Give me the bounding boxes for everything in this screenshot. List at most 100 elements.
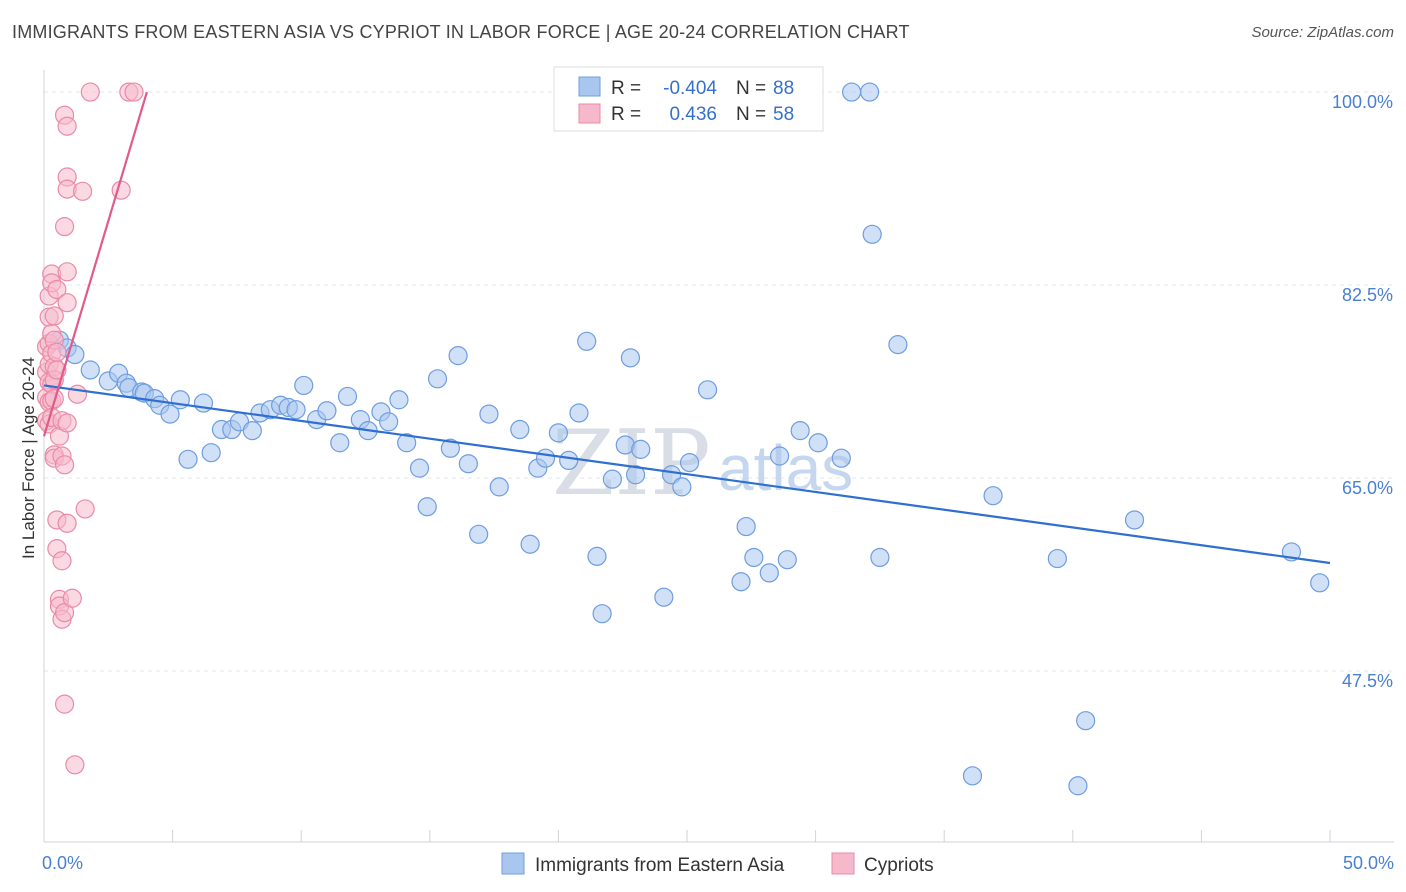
point-immigrants bbox=[744, 547, 764, 568]
legend-n-value: 58 bbox=[773, 104, 794, 125]
point-immigrants bbox=[458, 454, 478, 474]
point-cypriots bbox=[65, 755, 85, 775]
point-immigrants bbox=[1068, 776, 1088, 796]
point-immigrants bbox=[417, 497, 437, 517]
y-tick-label: 82.5% bbox=[1342, 285, 1393, 305]
point-immigrants bbox=[548, 423, 569, 443]
point-cypriots bbox=[124, 82, 144, 102]
point-immigrants bbox=[790, 421, 810, 441]
point-immigrants bbox=[520, 534, 540, 554]
legend-swatch-blue bbox=[578, 76, 601, 97]
series-immigrants-eastern-asia bbox=[49, 82, 1330, 796]
point-immigrants bbox=[625, 465, 646, 485]
point-immigrants bbox=[1310, 573, 1330, 593]
series-cypriots bbox=[36, 82, 144, 775]
point-immigrants bbox=[777, 550, 797, 570]
point-cypriots bbox=[54, 217, 75, 237]
point-immigrants bbox=[962, 766, 983, 786]
point-immigrants bbox=[592, 604, 612, 624]
point-immigrants bbox=[409, 458, 430, 478]
point-cypriots bbox=[47, 279, 67, 300]
source-credit: Source: ZipAtlas.com bbox=[1251, 24, 1394, 41]
legend-n-label: N = bbox=[736, 104, 766, 125]
point-immigrants bbox=[201, 443, 221, 463]
point-immigrants bbox=[577, 331, 597, 351]
point-immigrants bbox=[286, 400, 306, 420]
point-immigrants bbox=[672, 477, 692, 497]
legend-label-immigrants: Immigrants from Eastern Asia bbox=[535, 855, 785, 876]
correlation-legend: R = -0.404 N = 88 R = 0.436 N = 58 bbox=[553, 66, 824, 132]
point-immigrants bbox=[440, 438, 460, 458]
point-cypriots bbox=[54, 694, 75, 714]
point-immigrants bbox=[330, 433, 350, 453]
point-immigrants bbox=[842, 82, 862, 102]
point-immigrants bbox=[769, 446, 790, 466]
x-tick-label: 0.0% bbox=[42, 853, 83, 873]
point-immigrants bbox=[469, 524, 489, 544]
point-immigrants bbox=[654, 587, 674, 607]
legend-label-cypriots: Cypriots bbox=[864, 855, 934, 876]
gridlines bbox=[44, 91, 1394, 672]
axes bbox=[43, 70, 1394, 843]
point-immigrants bbox=[888, 335, 908, 355]
point-immigrants bbox=[679, 453, 700, 473]
point-immigrants bbox=[870, 547, 890, 568]
point-cypriots bbox=[57, 513, 77, 533]
trend-line-cypriots bbox=[42, 91, 148, 437]
point-cypriots bbox=[62, 588, 82, 608]
point-immigrants bbox=[759, 563, 779, 583]
point-immigrants bbox=[831, 448, 851, 468]
x-tick-label: 50.0% bbox=[1343, 853, 1394, 873]
point-cypriots bbox=[52, 551, 72, 571]
point-immigrants bbox=[489, 477, 509, 497]
y-tick-label: 100.0% bbox=[1332, 92, 1393, 112]
legend-swatch-cypriots bbox=[831, 852, 855, 875]
point-immigrants bbox=[337, 386, 358, 407]
point-immigrants bbox=[379, 412, 399, 432]
point-immigrants bbox=[510, 419, 530, 440]
legend-swatch-pink bbox=[578, 103, 601, 124]
point-immigrants bbox=[602, 469, 623, 489]
point-immigrants bbox=[80, 360, 100, 380]
y-tick-label: 65.0% bbox=[1342, 478, 1393, 498]
point-immigrants bbox=[160, 404, 180, 424]
series-legend: Immigrants from Eastern Asia Cypriots bbox=[501, 852, 934, 876]
point-immigrants bbox=[736, 516, 756, 537]
point-immigrants bbox=[397, 433, 417, 453]
trend-line-immigrants bbox=[43, 384, 1331, 565]
point-immigrants bbox=[697, 380, 718, 400]
trend-lines bbox=[42, 91, 1331, 565]
point-immigrants bbox=[389, 390, 409, 410]
point-immigrants bbox=[317, 401, 337, 421]
point-immigrants bbox=[862, 224, 882, 244]
y-tick-label: 47.5% bbox=[1342, 671, 1393, 691]
legend-r-value: 0.436 bbox=[669, 104, 717, 125]
legend-swatch-immigrants bbox=[501, 852, 525, 875]
point-immigrants bbox=[631, 439, 651, 459]
point-immigrants bbox=[1076, 711, 1096, 731]
legend-n-label: N = bbox=[736, 78, 766, 99]
point-cypriots bbox=[47, 342, 67, 362]
point-cypriots bbox=[67, 384, 88, 404]
legend-r-label: R = bbox=[611, 104, 641, 125]
point-immigrants bbox=[479, 404, 499, 424]
point-cypriots bbox=[57, 413, 77, 433]
point-cypriots bbox=[57, 262, 77, 282]
point-immigrants bbox=[294, 375, 314, 396]
x-tick-labels: 0.0% 50.0% bbox=[42, 853, 1394, 873]
point-immigrants bbox=[427, 369, 448, 389]
point-cypriots bbox=[44, 306, 64, 326]
point-immigrants bbox=[448, 346, 468, 366]
point-cypriots bbox=[57, 116, 77, 136]
y-axis-label: In Labor Force | Age 20-24 bbox=[19, 357, 38, 559]
point-immigrants bbox=[808, 433, 828, 453]
point-immigrants bbox=[242, 421, 262, 441]
y-tick-labels: 100.0% 82.5% 65.0% 47.5% bbox=[1332, 92, 1393, 691]
point-immigrants bbox=[587, 546, 607, 566]
point-immigrants bbox=[569, 403, 589, 423]
point-immigrants bbox=[731, 572, 751, 592]
legend-r-value: -0.404 bbox=[663, 78, 717, 99]
legend-n-value: 88 bbox=[773, 78, 794, 99]
point-immigrants bbox=[559, 450, 579, 471]
